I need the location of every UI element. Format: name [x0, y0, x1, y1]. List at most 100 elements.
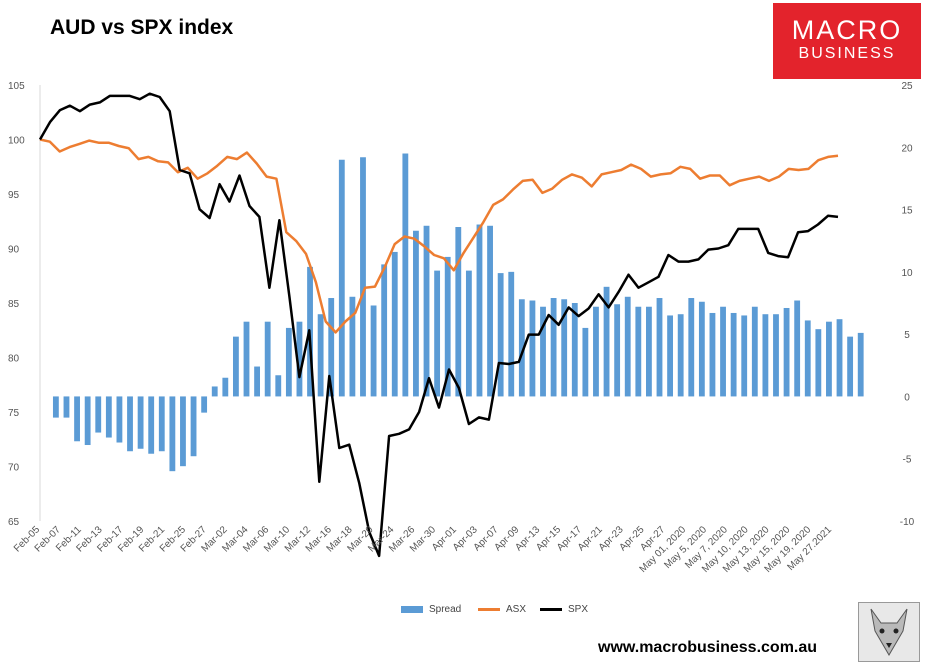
bar-spread — [741, 315, 748, 397]
bar-spread — [190, 396, 197, 457]
left-axis-tick-label: 85 — [8, 299, 20, 310]
bar-spread — [455, 227, 462, 397]
bar-spread — [476, 224, 483, 397]
legend-label-spread: Spread — [429, 604, 462, 615]
bar-spread — [285, 327, 292, 397]
bar-spread — [232, 336, 239, 397]
bar-spread — [698, 301, 705, 397]
right-axis-tick-label: 10 — [901, 268, 913, 279]
bar-spread — [95, 396, 102, 433]
bar-spread — [116, 396, 123, 443]
bar-spread — [518, 299, 525, 397]
bar-spread — [317, 314, 324, 397]
left-axis-tick-label: 70 — [8, 463, 20, 474]
bar-spread — [52, 396, 59, 418]
bar-spread — [243, 321, 250, 397]
bar-spread — [158, 396, 165, 452]
bar-spread — [222, 377, 229, 397]
legend-label-spx: SPX — [568, 604, 589, 615]
bar-spread — [349, 296, 356, 397]
legend-label-asx: ASX — [506, 604, 527, 615]
left-axis-tick-label: 80 — [8, 354, 20, 365]
bar-spread — [614, 304, 621, 397]
bar-spread — [550, 298, 557, 397]
bar-spread — [593, 306, 599, 397]
bar-spread — [84, 396, 91, 446]
bar-spread — [370, 305, 377, 397]
bar-spread — [211, 386, 218, 397]
bar-spread — [561, 299, 568, 397]
bar-spread — [465, 270, 472, 397]
bar-spread — [402, 153, 409, 397]
bar-spread — [74, 396, 80, 442]
bar-spread — [423, 225, 430, 397]
bar-spread — [762, 314, 769, 397]
bar-spread — [794, 300, 801, 397]
bar-spread — [529, 300, 536, 397]
bar-spread — [804, 320, 811, 397]
left-axis-tick-label: 90 — [8, 245, 20, 256]
bar-spread — [127, 396, 133, 452]
bar-spread — [391, 251, 398, 397]
line-spx — [38, 92, 839, 558]
bar-spread — [857, 332, 864, 397]
bar-spread — [338, 159, 345, 397]
legend-item-spx: SPX — [540, 604, 588, 615]
legend-swatch-spx — [540, 608, 562, 611]
bar-spread — [624, 296, 631, 397]
bar-spread — [201, 396, 208, 413]
bar-spread — [656, 298, 663, 397]
bar-spread — [571, 303, 578, 397]
bar-spread — [783, 307, 790, 397]
bar-spread — [540, 306, 546, 397]
bar-spread — [254, 366, 261, 397]
bar-spread — [497, 273, 504, 397]
bar-spread — [413, 230, 419, 397]
chart-title: AUD vs SPX index — [50, 16, 234, 39]
bar-spread — [508, 271, 515, 397]
bar-spread — [63, 396, 70, 418]
fox-mascot-image — [858, 602, 920, 662]
bar-spread — [667, 315, 674, 397]
bar-spread — [709, 312, 716, 397]
bar-spread — [148, 396, 155, 454]
left-axis-tick-label: 75 — [8, 408, 20, 419]
bar-spread — [487, 225, 493, 397]
bar-spread — [847, 336, 854, 397]
bar-spread — [275, 375, 282, 397]
legend-item-asx: ASX — [478, 604, 526, 615]
legend-item-spread: Spread — [401, 604, 461, 615]
bar-spread — [720, 306, 726, 397]
bar-spread — [137, 396, 144, 449]
left-axis-tick-label: 105 — [8, 81, 25, 92]
legend-swatch-spread — [401, 606, 423, 613]
right-axis-tick-label: 5 — [904, 330, 910, 341]
bar-spread — [264, 321, 271, 397]
right-axis-tick-label: 25 — [901, 81, 913, 92]
bar-spread — [826, 321, 832, 397]
left-axis-tick-label: 100 — [8, 136, 25, 147]
bar-spread — [677, 314, 684, 397]
bar-spread — [105, 396, 112, 438]
right-axis-tick-label: 20 — [901, 143, 913, 154]
logo-line-1: MACRO — [791, 15, 903, 45]
macrobusiness-logo: MACRO BUSINESS — [773, 3, 921, 79]
bar-spread — [169, 396, 176, 472]
bar-spread — [296, 321, 303, 397]
right-axis-tick-label: -5 — [903, 455, 912, 466]
line-asx — [39, 138, 839, 334]
bar-spread — [773, 314, 779, 397]
bar-spread — [444, 256, 451, 397]
bar-spread — [751, 306, 758, 397]
bar-spread — [434, 270, 441, 397]
bar-spread — [328, 298, 335, 397]
bar-spread — [360, 157, 366, 397]
footer-url: www.macrobusiness.com.au — [598, 639, 818, 656]
bar-spread — [180, 396, 186, 467]
right-axis-tick-label: 0 — [904, 392, 910, 403]
right-axis-tick-label: 15 — [901, 206, 913, 217]
bar-spread — [836, 319, 843, 397]
bar-spread — [582, 327, 589, 397]
